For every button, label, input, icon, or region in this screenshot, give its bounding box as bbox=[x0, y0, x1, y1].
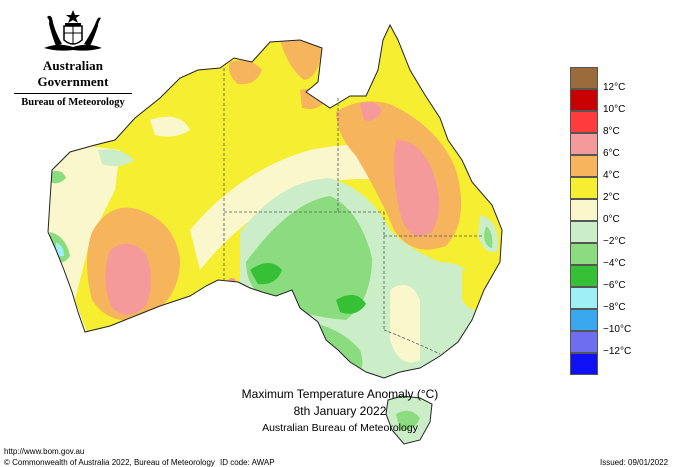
map-date: 8th January 2022 bbox=[293, 404, 387, 418]
legend-swatch bbox=[570, 221, 598, 243]
issued-date: Issued: 09/01/2022 bbox=[600, 458, 669, 467]
id-code: ID code: AWAP bbox=[220, 458, 275, 467]
legend-label: −12°C bbox=[603, 346, 632, 357]
australia-coastline bbox=[47, 23, 503, 379]
government-logo-block: Australian Government Bureau of Meteorol… bbox=[8, 8, 138, 108]
legend-label: −4°C bbox=[603, 258, 626, 269]
legend-swatch bbox=[570, 133, 598, 155]
legend-swatch bbox=[570, 155, 598, 177]
legend-swatch bbox=[570, 309, 598, 331]
legend-label: −10°C bbox=[603, 324, 632, 335]
legend-swatch bbox=[570, 67, 598, 89]
legend-swatch bbox=[570, 265, 598, 287]
bom-url[interactable]: http://www.bom.gov.au bbox=[4, 447, 85, 456]
legend-swatch bbox=[570, 287, 598, 309]
legend-swatch bbox=[570, 177, 598, 199]
legend-swatch bbox=[570, 243, 598, 265]
government-name: Australian Government bbox=[37, 58, 109, 89]
map-title: Maximum Temperature Anomaly (°C) bbox=[241, 387, 439, 401]
header-divider bbox=[14, 93, 132, 94]
map-title-block: Maximum Temperature Anomaly (°C) 8th Jan… bbox=[0, 386, 680, 437]
legend-label: 8°C bbox=[603, 126, 620, 137]
copyright-text: © Commonwealth of Australia 2022, Bureau… bbox=[4, 458, 215, 467]
legend-label: 6°C bbox=[603, 148, 620, 159]
legend-label: −2°C bbox=[603, 236, 626, 247]
legend-label: 10°C bbox=[603, 104, 626, 115]
state-borders bbox=[223, 68, 484, 355]
legend-label: 0°C bbox=[603, 214, 620, 225]
legend-swatch bbox=[570, 353, 598, 375]
coat-of-arms-icon bbox=[44, 10, 102, 51]
legend-label: 4°C bbox=[603, 170, 620, 181]
legend-label: 2°C bbox=[603, 192, 620, 203]
legend-swatch bbox=[570, 89, 598, 111]
legend-label: 12°C bbox=[603, 82, 626, 93]
legend-label: −6°C bbox=[603, 280, 626, 291]
map-source: Australian Bureau of Meteorology bbox=[262, 422, 418, 434]
legend-label: −8°C bbox=[603, 302, 626, 313]
tasmania-anomaly-region bbox=[396, 410, 420, 431]
legend-swatch bbox=[570, 199, 598, 221]
bureau-name: Bureau of Meteorology bbox=[21, 97, 125, 108]
legend-swatch bbox=[570, 331, 598, 353]
legend-swatch bbox=[570, 111, 598, 133]
